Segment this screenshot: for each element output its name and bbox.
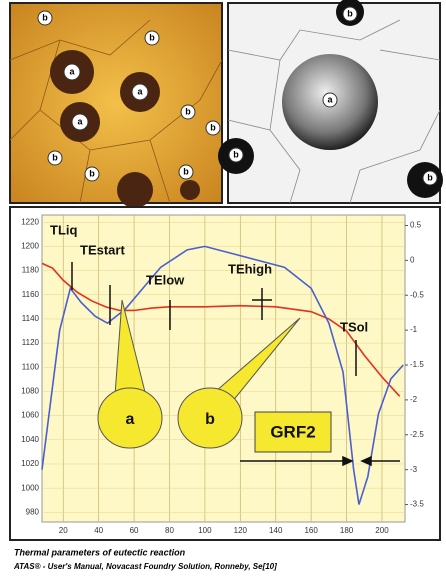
y-tick-label: 1020 <box>21 459 39 468</box>
annotation: TEhigh <box>228 261 272 276</box>
annotation: a <box>126 411 135 428</box>
y-tick-label: 980 <box>26 507 40 516</box>
annotation: b <box>205 411 215 428</box>
y2-tick-label: -1.5 <box>410 360 424 369</box>
annotation: TEstart <box>80 242 125 257</box>
label-b: b <box>52 152 58 162</box>
x-tick-label: 120 <box>234 526 248 535</box>
x-tick-label: 80 <box>165 526 174 535</box>
annotation: TSol <box>340 319 368 334</box>
y2-tick-label: -3.5 <box>410 500 424 509</box>
label-b: b <box>347 8 353 18</box>
label-b: b <box>149 32 155 42</box>
x-tick-label: 180 <box>340 526 354 535</box>
plot-area <box>42 215 405 522</box>
annotation: TLiq <box>50 222 77 237</box>
annotation: TElow <box>146 272 185 287</box>
y-tick-label: 1080 <box>21 387 39 396</box>
x-tick-label: 40 <box>94 526 103 535</box>
x-tick-label: 100 <box>198 526 212 535</box>
x-tick-label: 200 <box>375 526 389 535</box>
label-b: b <box>89 168 95 178</box>
label-b: b <box>42 12 48 22</box>
y-tick-label: 1140 <box>22 314 40 323</box>
y2-tick-label: 0 <box>410 255 415 264</box>
y-tick-label: 1040 <box>21 435 39 444</box>
y-tick-label: 1060 <box>21 411 39 420</box>
y-tick-label: 1220 <box>21 217 39 226</box>
y2-tick-label: -0.5 <box>410 290 424 299</box>
y-tick-label: 1120 <box>22 338 40 347</box>
x-tick-label: 160 <box>304 526 318 535</box>
label-b: b <box>233 149 239 159</box>
figure: b b a a a b b b b b b a b b 20 40 60 80 100 1… <box>0 0 446 580</box>
x-tick-label: 60 <box>130 526 139 535</box>
y2-tick-label: -2.5 <box>410 430 424 439</box>
caption-title: Thermal parameters of eutectic reaction <box>14 547 186 557</box>
x-tick-label: 20 <box>59 526 68 535</box>
y2-tick-label: 0.5 <box>410 221 422 230</box>
y2-tick-label: -1 <box>410 325 418 334</box>
micrograph-right: b a b b <box>218 0 443 203</box>
label-b: b <box>183 166 189 176</box>
label-b: b <box>427 172 433 182</box>
y-tick-label: 1100 <box>22 362 40 371</box>
annotation: GRF2 <box>270 422 315 441</box>
label-b: b <box>185 106 191 116</box>
y-tick-label: 1160 <box>22 290 40 299</box>
y-tick-label: 1200 <box>21 242 39 251</box>
y-tick-label: 1180 <box>22 266 40 275</box>
y2-tick-label: -3 <box>410 465 418 474</box>
y2-tick-label: -2 <box>410 395 418 404</box>
y-tick-label: 1000 <box>21 483 39 492</box>
label-b: b <box>210 122 216 132</box>
micrograph-left: b b a a a b b b b b <box>10 3 222 208</box>
caption-source: ATAS® - User's Manual, Novacast Foundry … <box>13 562 277 571</box>
x-tick-label: 140 <box>269 526 283 535</box>
